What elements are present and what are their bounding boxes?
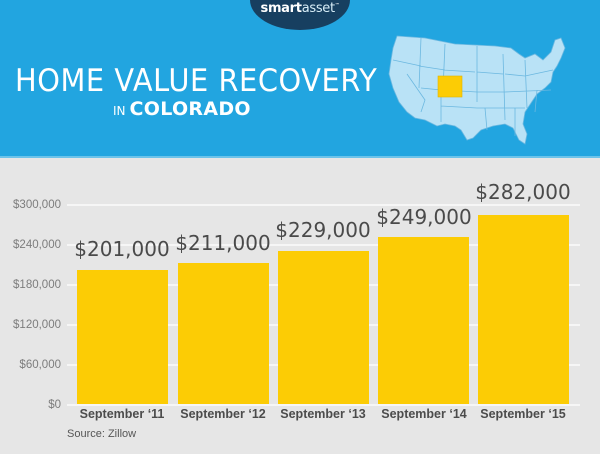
subtitle-prefix: IN [113, 104, 126, 118]
bar-chart: $300,000 $240,000 $180,000 $120,000 $60,… [0, 158, 600, 454]
bar-sep-2015 [478, 215, 569, 404]
brand-logo-text: smartasset™ [260, 1, 340, 16]
bar-sep-2011 [77, 270, 168, 404]
y-tick-label: $300,000 [13, 199, 61, 211]
bar-value-label: $229,000 [275, 218, 371, 242]
bar-sep-2013 [278, 251, 369, 404]
gridline [67, 204, 580, 206]
bar-value-label: $282,000 [475, 180, 571, 204]
x-tick-label: September ‘12 [180, 407, 266, 421]
baseline [67, 404, 580, 406]
bar-sep-2012 [178, 263, 269, 404]
source-note: Source: Zillow [67, 428, 137, 440]
page-title: HOME VALUE RECOVERY [15, 63, 378, 99]
x-tick-label: September ‘15 [480, 407, 566, 421]
bar-value-label: $249,000 [376, 205, 472, 229]
gridline [67, 244, 580, 246]
y-tick-label: $180,000 [13, 279, 61, 291]
bar-sep-2014 [378, 237, 469, 404]
x-tick-label: September ‘13 [280, 407, 366, 421]
brand-logo: smartasset™ [250, 0, 350, 30]
x-tick-label: September ‘11 [79, 407, 165, 421]
subtitle-state: COLORADO [129, 98, 251, 120]
bar-value-label: $211,000 [175, 231, 271, 255]
page-subtitle: IN COLORADO [113, 98, 273, 120]
y-tick-label: $60,000 [19, 359, 61, 371]
y-tick-label: $240,000 [13, 239, 61, 251]
header-banner: smartasset™ HOME VALUE RECOVERY IN COLORA… [0, 0, 600, 156]
y-tick-label: $0 [48, 399, 61, 411]
y-tick-label: $120,000 [13, 319, 61, 331]
x-tick-label: September ‘14 [381, 407, 467, 421]
us-map-icon [388, 35, 566, 145]
colorado-highlight [437, 75, 463, 98]
bar-value-label: $201,000 [74, 237, 170, 261]
header-divider [0, 156, 600, 158]
